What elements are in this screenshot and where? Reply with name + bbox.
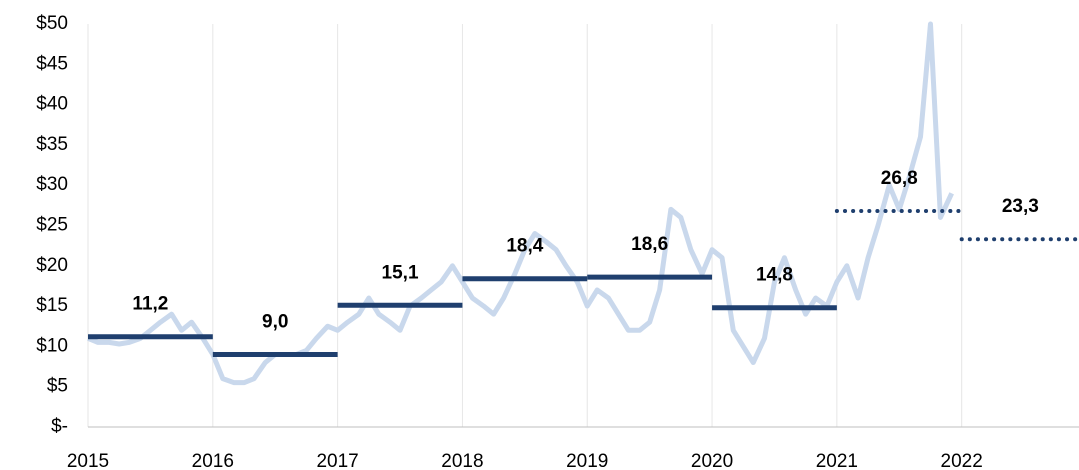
x-tick-label: 2018 [441, 451, 483, 470]
value-label: 18,4 [506, 236, 543, 257]
y-tick-label: $5 [47, 376, 68, 397]
value-label: 18,6 [631, 234, 668, 255]
y-tick-label: $35 [36, 134, 68, 155]
y-tick-label: $25 [36, 215, 68, 236]
y-tick-label: $45 [36, 53, 68, 74]
y-tick-label: $40 [36, 94, 68, 115]
value-label: 9,0 [262, 311, 288, 332]
value-label: 14,8 [756, 265, 793, 286]
y-tick-label: $50 [36, 13, 68, 34]
value-label: 11,2 [132, 294, 168, 315]
x-tick-label: 2016 [192, 451, 234, 470]
x-tick-label: 2021 [816, 451, 858, 470]
y-tick-label: $20 [36, 255, 68, 276]
x-tick-label: 2019 [566, 451, 608, 470]
value-label: 26,8 [881, 168, 918, 189]
y-tick-label: $15 [36, 295, 68, 316]
x-tick-label: 2017 [316, 451, 358, 470]
x-tick-label: 2020 [691, 451, 733, 470]
x-tick-label: 2015 [67, 451, 109, 470]
x-tick-label: 2022 [941, 451, 983, 470]
price-line [87, 21, 954, 386]
y-tick-label: $10 [36, 335, 68, 356]
value-label: 23,3 [1002, 196, 1039, 217]
y-tick-label: $30 [36, 174, 68, 195]
y-tick-label: $- [51, 416, 68, 437]
value-label: 15,1 [382, 262, 419, 283]
